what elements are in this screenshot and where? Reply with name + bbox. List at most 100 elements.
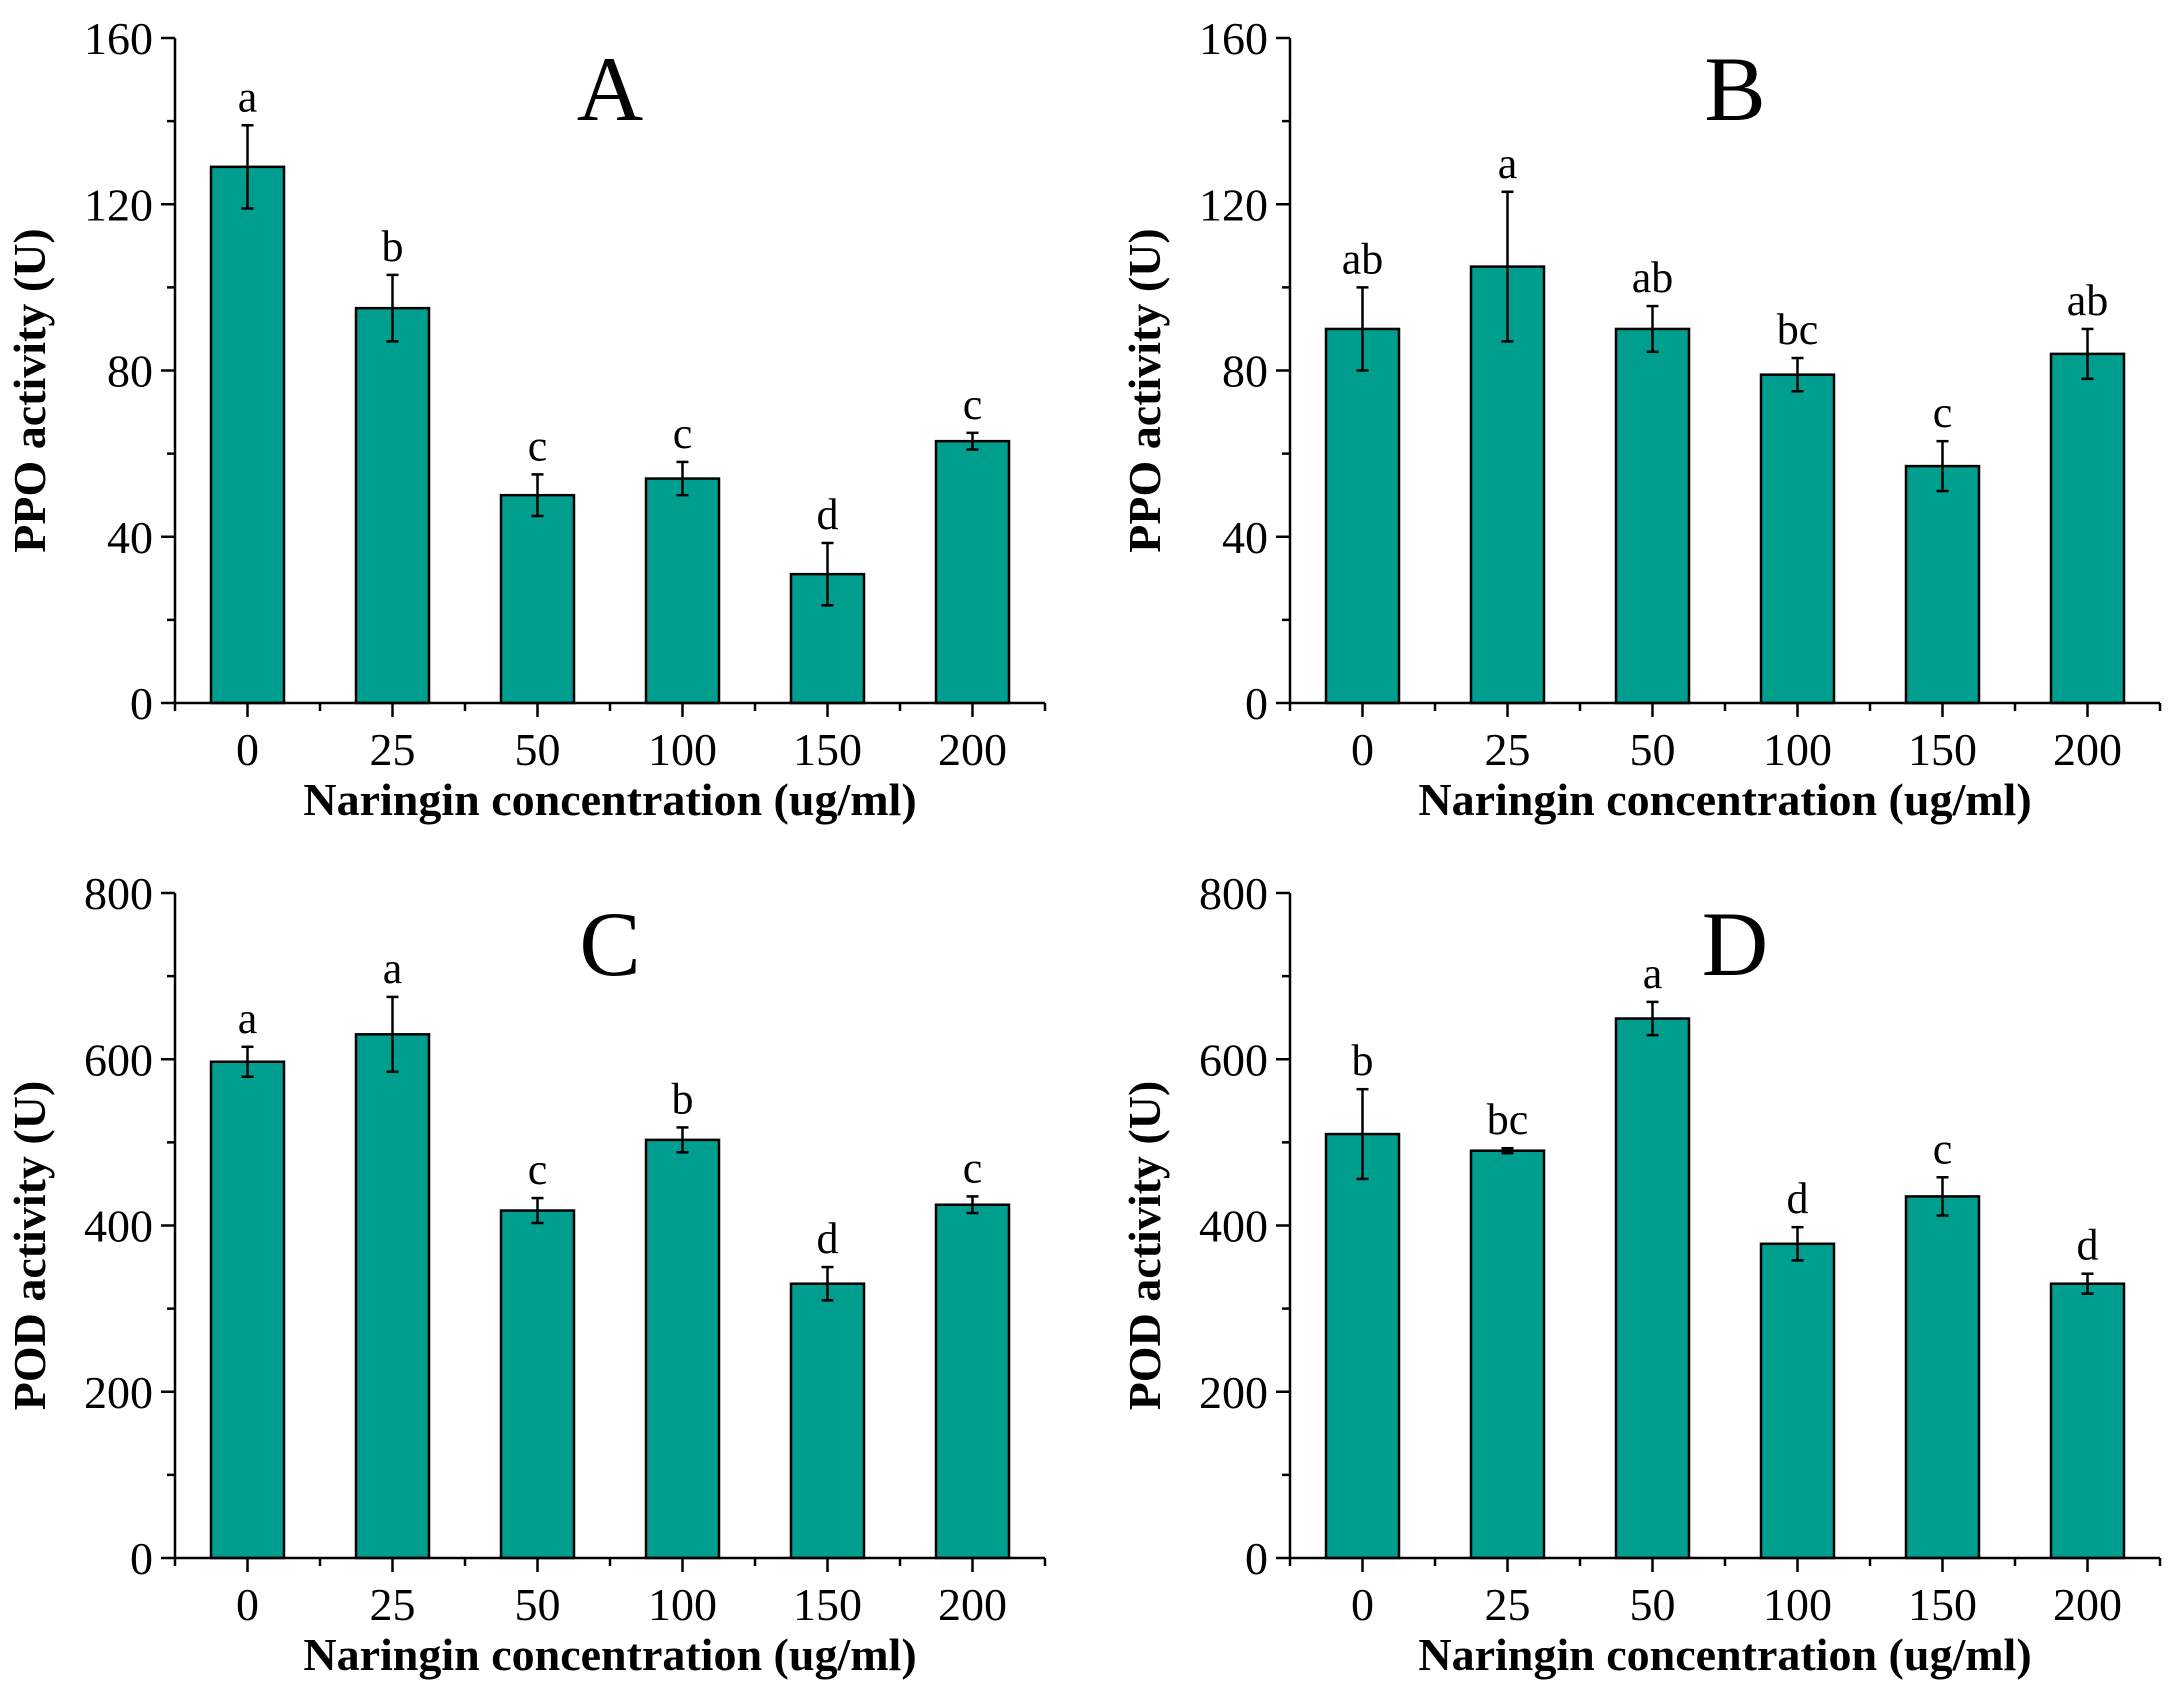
x-tick-label: 100 [648,1579,717,1630]
bar [499,493,576,705]
bar [1904,1195,1981,1560]
significance-letter: a [383,944,403,993]
bar [934,1203,1011,1560]
x-tick-label: 100 [648,724,717,775]
bar [1324,1132,1401,1560]
significance-letter: a [1498,139,1518,188]
x-tick-label: 25 [1485,1579,1531,1630]
significance-letter: d [2077,1221,2099,1270]
x-tick-label: 150 [793,724,862,775]
significance-letter: ab [1632,253,1674,302]
x-tick-label: 25 [370,1579,416,1630]
bar [1614,1017,1691,1560]
y-tick-label: 160 [1199,13,1268,64]
y-tick-label: 120 [1199,179,1268,230]
y-tick-label: 400 [1199,1201,1268,1252]
significance-letter: ab [1342,234,1384,283]
bar [1904,464,1981,705]
panel-d: b bc a d c d 0 200 400 600 800 0 25 50 100 150 200 Naring… [1119,868,2162,1680]
bar [644,1138,721,1560]
bar [644,477,721,705]
bar [1759,1242,1836,1560]
x-tick-label: 150 [1908,1579,1977,1630]
x-tick-label: 50 [515,1579,561,1630]
y-axis-title: POD activity (U) [4,1081,55,1411]
x-tick-label: 0 [1351,724,1374,775]
panel-a: a b c c d c 0 40 80 120 160 0 25 50 100 150 200 Naringin … [4,13,1047,825]
y-tick-label: 200 [84,1367,153,1418]
y-tick-label: 0 [1245,678,1268,729]
bar [2049,352,2126,705]
y-tick-label: 800 [84,868,153,919]
significance-letter: c [528,421,548,470]
panel-letter: C [579,893,640,995]
x-tick-label: 25 [1485,724,1531,775]
y-axis-title: POD activity (U) [1119,1081,1170,1411]
panel-b: ab a ab bc c ab 0 40 80 120 160 0 25 50 100 150 200 Narin… [1119,13,2162,825]
y-tick-label: 40 [1222,512,1268,563]
x-tick-label: 50 [1630,1579,1676,1630]
x-tick-label: 0 [236,724,259,775]
significance-letter: d [1787,1174,1809,1223]
bar [209,165,286,705]
significance-letter: a [238,994,258,1043]
bar [1324,327,1401,705]
bar [499,1209,576,1560]
bar [934,439,1011,705]
y-tick-label: 160 [84,13,153,64]
x-tick-label: 100 [1763,724,1832,775]
bar [209,1060,286,1560]
panel-c: a a c b d c 0 200 400 600 800 0 25 50 100 150 200 Naringi… [4,868,1047,1680]
bar [1614,327,1691,705]
significance-letter: c [963,1143,983,1192]
significance-letter: bc [1487,1095,1529,1144]
panel-letter: D [1702,893,1768,995]
significance-letter: a [238,72,258,121]
significance-letter: c [963,380,983,429]
panel-letter: B [1704,38,1765,140]
x-tick-label: 0 [236,1579,259,1630]
x-axis-title: Naringin concentration (ug/ml) [303,1629,916,1680]
x-axis-title: Naringin concentration (ug/ml) [1418,1629,2031,1680]
significance-letter: bc [1777,305,1819,354]
x-tick-label: 200 [2053,724,2122,775]
y-tick-label: 120 [84,179,153,230]
bar [1469,1149,1546,1560]
y-tick-label: 400 [84,1201,153,1252]
x-tick-label: 200 [938,724,1007,775]
y-tick-label: 200 [1199,1367,1268,1418]
x-tick-label: 50 [515,724,561,775]
significance-letter: b [382,222,404,271]
significance-letter: b [672,1074,694,1123]
y-tick-label: 80 [1222,346,1268,397]
x-axis-title: Naringin concentration (ug/ml) [1418,774,2031,825]
x-tick-label: 0 [1351,1579,1374,1630]
x-tick-label: 50 [1630,724,1676,775]
x-tick-label: 200 [2053,1579,2122,1630]
panel-letter: A [577,38,643,140]
x-tick-label: 200 [938,1579,1007,1630]
bar [354,1033,431,1560]
significance-letter: d [817,1214,839,1263]
y-tick-label: 600 [1199,1034,1268,1085]
significance-letter: c [528,1145,548,1194]
significance-letter: ab [2067,276,2109,325]
significance-letter: c [1933,1124,1953,1173]
y-tick-label: 40 [107,512,153,563]
y-tick-label: 0 [1245,1533,1268,1584]
x-tick-label: 100 [1763,1579,1832,1630]
significance-letter: b [1352,1036,1374,1085]
significance-letter: c [1933,388,1953,437]
bar [354,306,431,705]
x-tick-label: 25 [370,724,416,775]
y-tick-label: 80 [107,346,153,397]
x-axis-title: Naringin concentration (ug/ml) [303,774,916,825]
bar [2049,1282,2126,1560]
y-axis-title: PPO activity (U) [1119,228,1170,552]
significance-letter: d [817,490,839,539]
significance-letter: a [1643,949,1663,998]
bar [1759,373,1836,705]
y-tick-label: 0 [130,1533,153,1584]
y-tick-label: 800 [1199,868,1268,919]
